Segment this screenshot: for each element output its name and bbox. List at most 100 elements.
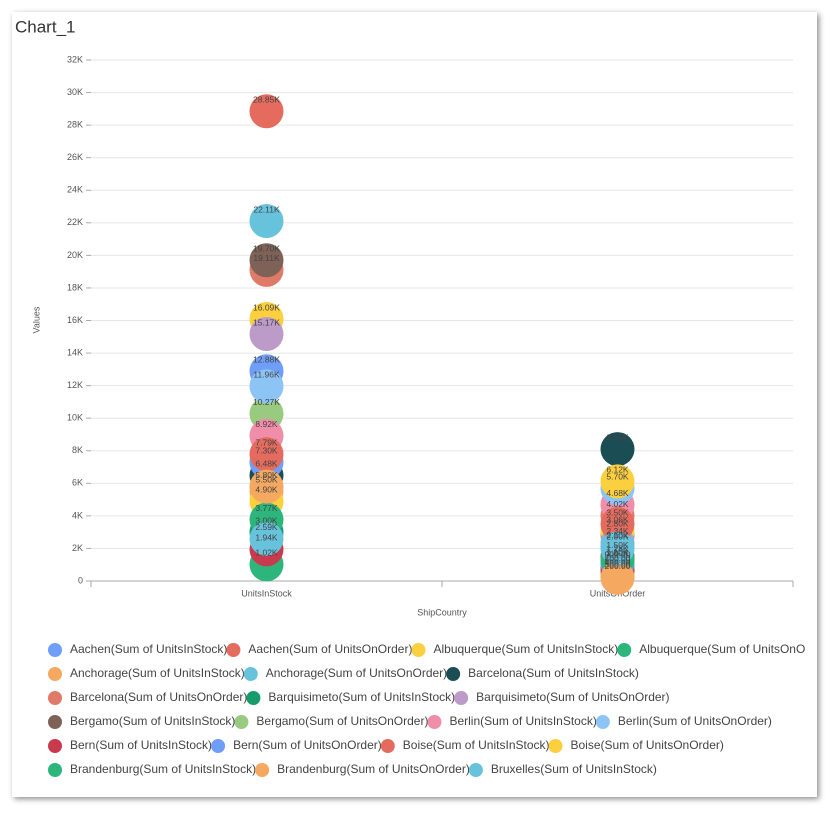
legend-label: Albuquerque(Sum of UnitsOnOrder) [639, 642, 830, 656]
data-label: 5.70K [606, 471, 629, 481]
data-label: 4.02K [606, 499, 629, 509]
data-label: 11.96K [253, 370, 280, 380]
data-label: 2.59K [255, 522, 278, 532]
y-tick-label: 18K [67, 282, 83, 292]
data-label: 2.80K [606, 519, 629, 529]
plot-area: 0 2K 4K 6K 8K 10K 12K 14K 16K 18K 20K 22K 24K 26K 28K 3… [67, 54, 794, 598]
bubble [600, 560, 635, 595]
legend-marker [48, 691, 62, 705]
data-label: 12.88K [253, 355, 280, 365]
legend-label: Aachen(Sum of UnitsOnOrder) [248, 642, 412, 656]
y-tick-label: 6K [72, 478, 83, 488]
legend-label: Aachen(Sum of UnitsInStock) [70, 642, 227, 656]
bubble [249, 521, 284, 556]
y-tick-label: 26K [67, 152, 83, 162]
y-tick-label: 14K [67, 347, 83, 357]
legend-marker [468, 763, 483, 777]
legend-label: Boise(Sum of UnitsInStock) [403, 738, 550, 752]
data-label: 2.34K [606, 526, 629, 536]
data-label: 6.48K [255, 459, 278, 469]
y-tick-label: 10K [67, 413, 83, 423]
data-label: 900.00 [605, 550, 631, 560]
legend-label: Brandenburg(Sum of UnitsInStock) [70, 762, 256, 776]
bubble [600, 464, 635, 499]
legend-label: Brandenburg(Sum of UnitsOnOrder) [277, 762, 470, 776]
y-tick-label: 32K [67, 54, 83, 64]
bubble [600, 531, 635, 566]
legend: Aachen(Sum of UnitsInStock) Aachen(Sum of… [48, 642, 830, 777]
legend-label: Bern(Sum of UnitsOnOrder) [233, 738, 382, 752]
legend-marker [48, 667, 62, 681]
legend-label: Anchorage(Sum of UnitsInStock) [70, 666, 245, 680]
legend-label: Bruxelles(Sum of UnitsInStock) [491, 762, 657, 776]
data-label: 1.02K [255, 548, 278, 558]
legend-label: Bergamo(Sum of UnitsOnOrder) [256, 714, 428, 728]
legend-label: Anchorage(Sum of UnitsOnOrder) [266, 666, 447, 680]
data-label: 3.77K [255, 503, 278, 513]
data-label: 600.00 [605, 554, 631, 564]
legend-marker [595, 715, 610, 729]
legend-marker [446, 667, 461, 681]
bubble [600, 432, 635, 467]
legend-marker [234, 715, 249, 729]
legend-marker [255, 763, 270, 777]
y-tick-label: 8K [72, 445, 83, 455]
data-label: 5.50K [255, 475, 278, 485]
bubble [249, 469, 284, 504]
data-label: 1.28K [606, 543, 629, 553]
bubble [600, 507, 635, 542]
legend-marker [48, 763, 62, 777]
y-tick-label: 30K [67, 87, 83, 97]
legend-label: Boise(Sum of UnitsOnOrder) [571, 738, 724, 752]
legend-label: Berlin(Sum of UnitsInStock) [449, 714, 596, 728]
data-label: 15.17K [253, 317, 280, 327]
data-label: 2.00K [606, 532, 629, 542]
data-label: 300.00 [605, 559, 631, 569]
data-label: 1.94K [255, 533, 278, 543]
legend-label: Barquisimeto(Sum of UnitsInStock) [268, 690, 455, 704]
legend-marker [427, 715, 442, 729]
card [12, 12, 817, 797]
chart-title: Chart_1 [15, 17, 75, 36]
bubble [249, 317, 284, 352]
y-tick-label: 24K [67, 185, 83, 195]
legend-marker [48, 739, 62, 753]
y-tick-label: 28K [67, 120, 83, 130]
data-label: 7.79K [255, 437, 278, 447]
legend-marker [380, 739, 395, 753]
data-label: 200.00 [605, 561, 631, 571]
legend-marker [617, 643, 632, 657]
legend-marker [243, 667, 258, 681]
data-label: 3.50K [606, 507, 629, 517]
legend-label: Bergamo(Sum of UnitsInStock) [70, 714, 235, 728]
y-tick-label: 22K [67, 217, 83, 227]
data-label: 4.90K [255, 484, 278, 494]
bubble [249, 437, 284, 472]
legend-marker [454, 691, 469, 705]
legend-label: Berlin(Sum of UnitsOnOrder) [618, 714, 772, 728]
data-label: 22.11K [253, 204, 280, 214]
legend-marker [48, 643, 62, 657]
legend-label: Barcelona(Sum of UnitsOnOrder) [70, 690, 247, 704]
data-label: 8.10K [606, 432, 629, 442]
x-axis-title: ShipCountry [417, 607, 467, 617]
data-label: 700.00 [605, 553, 631, 563]
bubble [249, 94, 284, 129]
y-axis-title: Values [31, 306, 41, 333]
data-label: 16.09K [253, 302, 280, 312]
y-tick-label: 0 [78, 575, 83, 585]
y-tick-label: 20K [67, 250, 83, 260]
y-tick-label: 4K [72, 510, 83, 520]
legend-label: Barquisimeto(Sum of UnitsOnOrder) [476, 690, 669, 704]
data-label: 19.70K [253, 244, 280, 254]
data-label: 1.50K [606, 540, 629, 550]
bubble [249, 204, 284, 239]
legend-marker [548, 739, 563, 753]
data-label: 7.30K [255, 445, 278, 455]
x-tick-label: UnitsInStock [241, 588, 292, 598]
data-label: 10.27K [253, 397, 280, 407]
bubble [249, 369, 284, 404]
legend-marker [411, 643, 426, 657]
